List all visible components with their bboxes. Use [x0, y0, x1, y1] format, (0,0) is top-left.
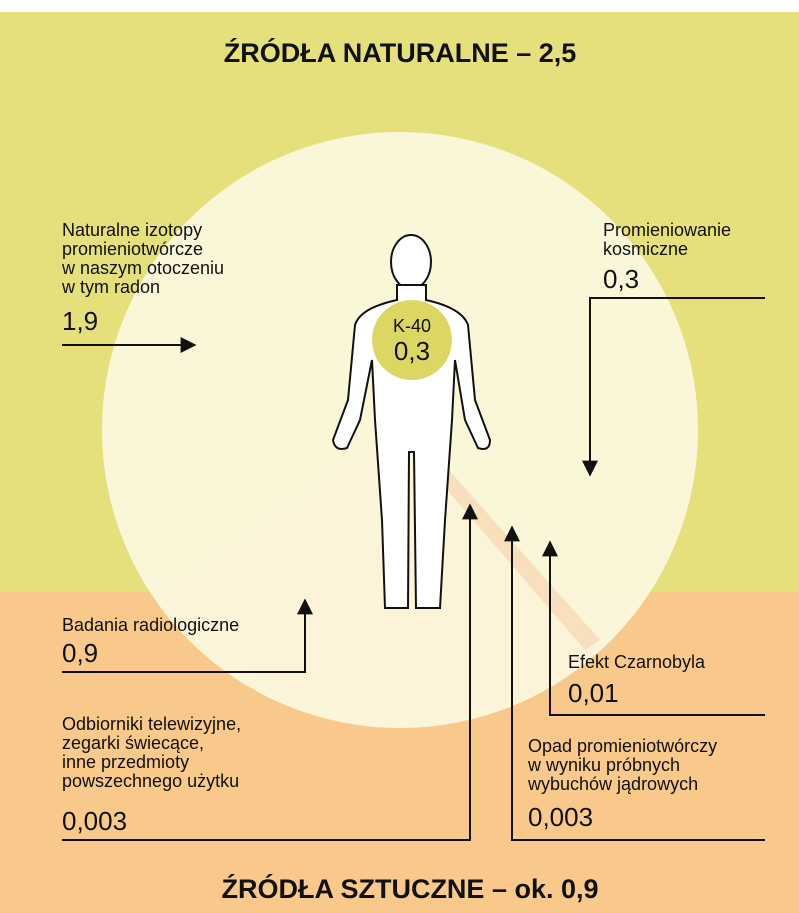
source-label: Efekt Czarnobyla — [568, 652, 706, 672]
center-label: K-40 — [393, 316, 431, 336]
source-label: Naturalne izotopy — [62, 220, 202, 240]
source-label: w naszym otoczeniu — [61, 258, 224, 278]
source-value: 0,003 — [528, 802, 593, 832]
infographic: ŹRÓDŁA NATURALNE – 2,5 K-40 0,3 ŹRÓDŁA S… — [0, 0, 799, 913]
source-value: 0,9 — [62, 638, 98, 668]
footer-title: ŹRÓDŁA SZTUCZNE – ok. 0,9 — [221, 873, 598, 904]
source-value: 0,01 — [568, 678, 619, 708]
source-label: kosmiczne — [603, 239, 688, 259]
source-label: promieniotwórcze — [62, 239, 203, 259]
source-label: powszechnego użytku — [62, 771, 239, 791]
source-label: wybuchów jądrowych — [527, 774, 698, 794]
source-label: w tym radon — [61, 277, 160, 297]
source-label: inne przedmioty — [62, 752, 189, 772]
source-value: 1,9 — [62, 306, 98, 336]
center-value: 0,3 — [394, 336, 430, 366]
source-value: 0,3 — [603, 264, 639, 294]
source-value: 0,003 — [62, 806, 127, 836]
source-label: zegarki świecące, — [62, 733, 204, 753]
source-label: w wyniku próbnych — [527, 755, 680, 775]
source-label: Promieniowanie — [603, 220, 731, 240]
source-label: Odbiorniki telewizyjne, — [62, 714, 241, 734]
title: ŹRÓDŁA NATURALNE – 2,5 — [224, 37, 577, 68]
source-label: Opad promieniotwórczy — [528, 736, 717, 756]
source-label: Badania radiologiczne — [62, 615, 239, 635]
